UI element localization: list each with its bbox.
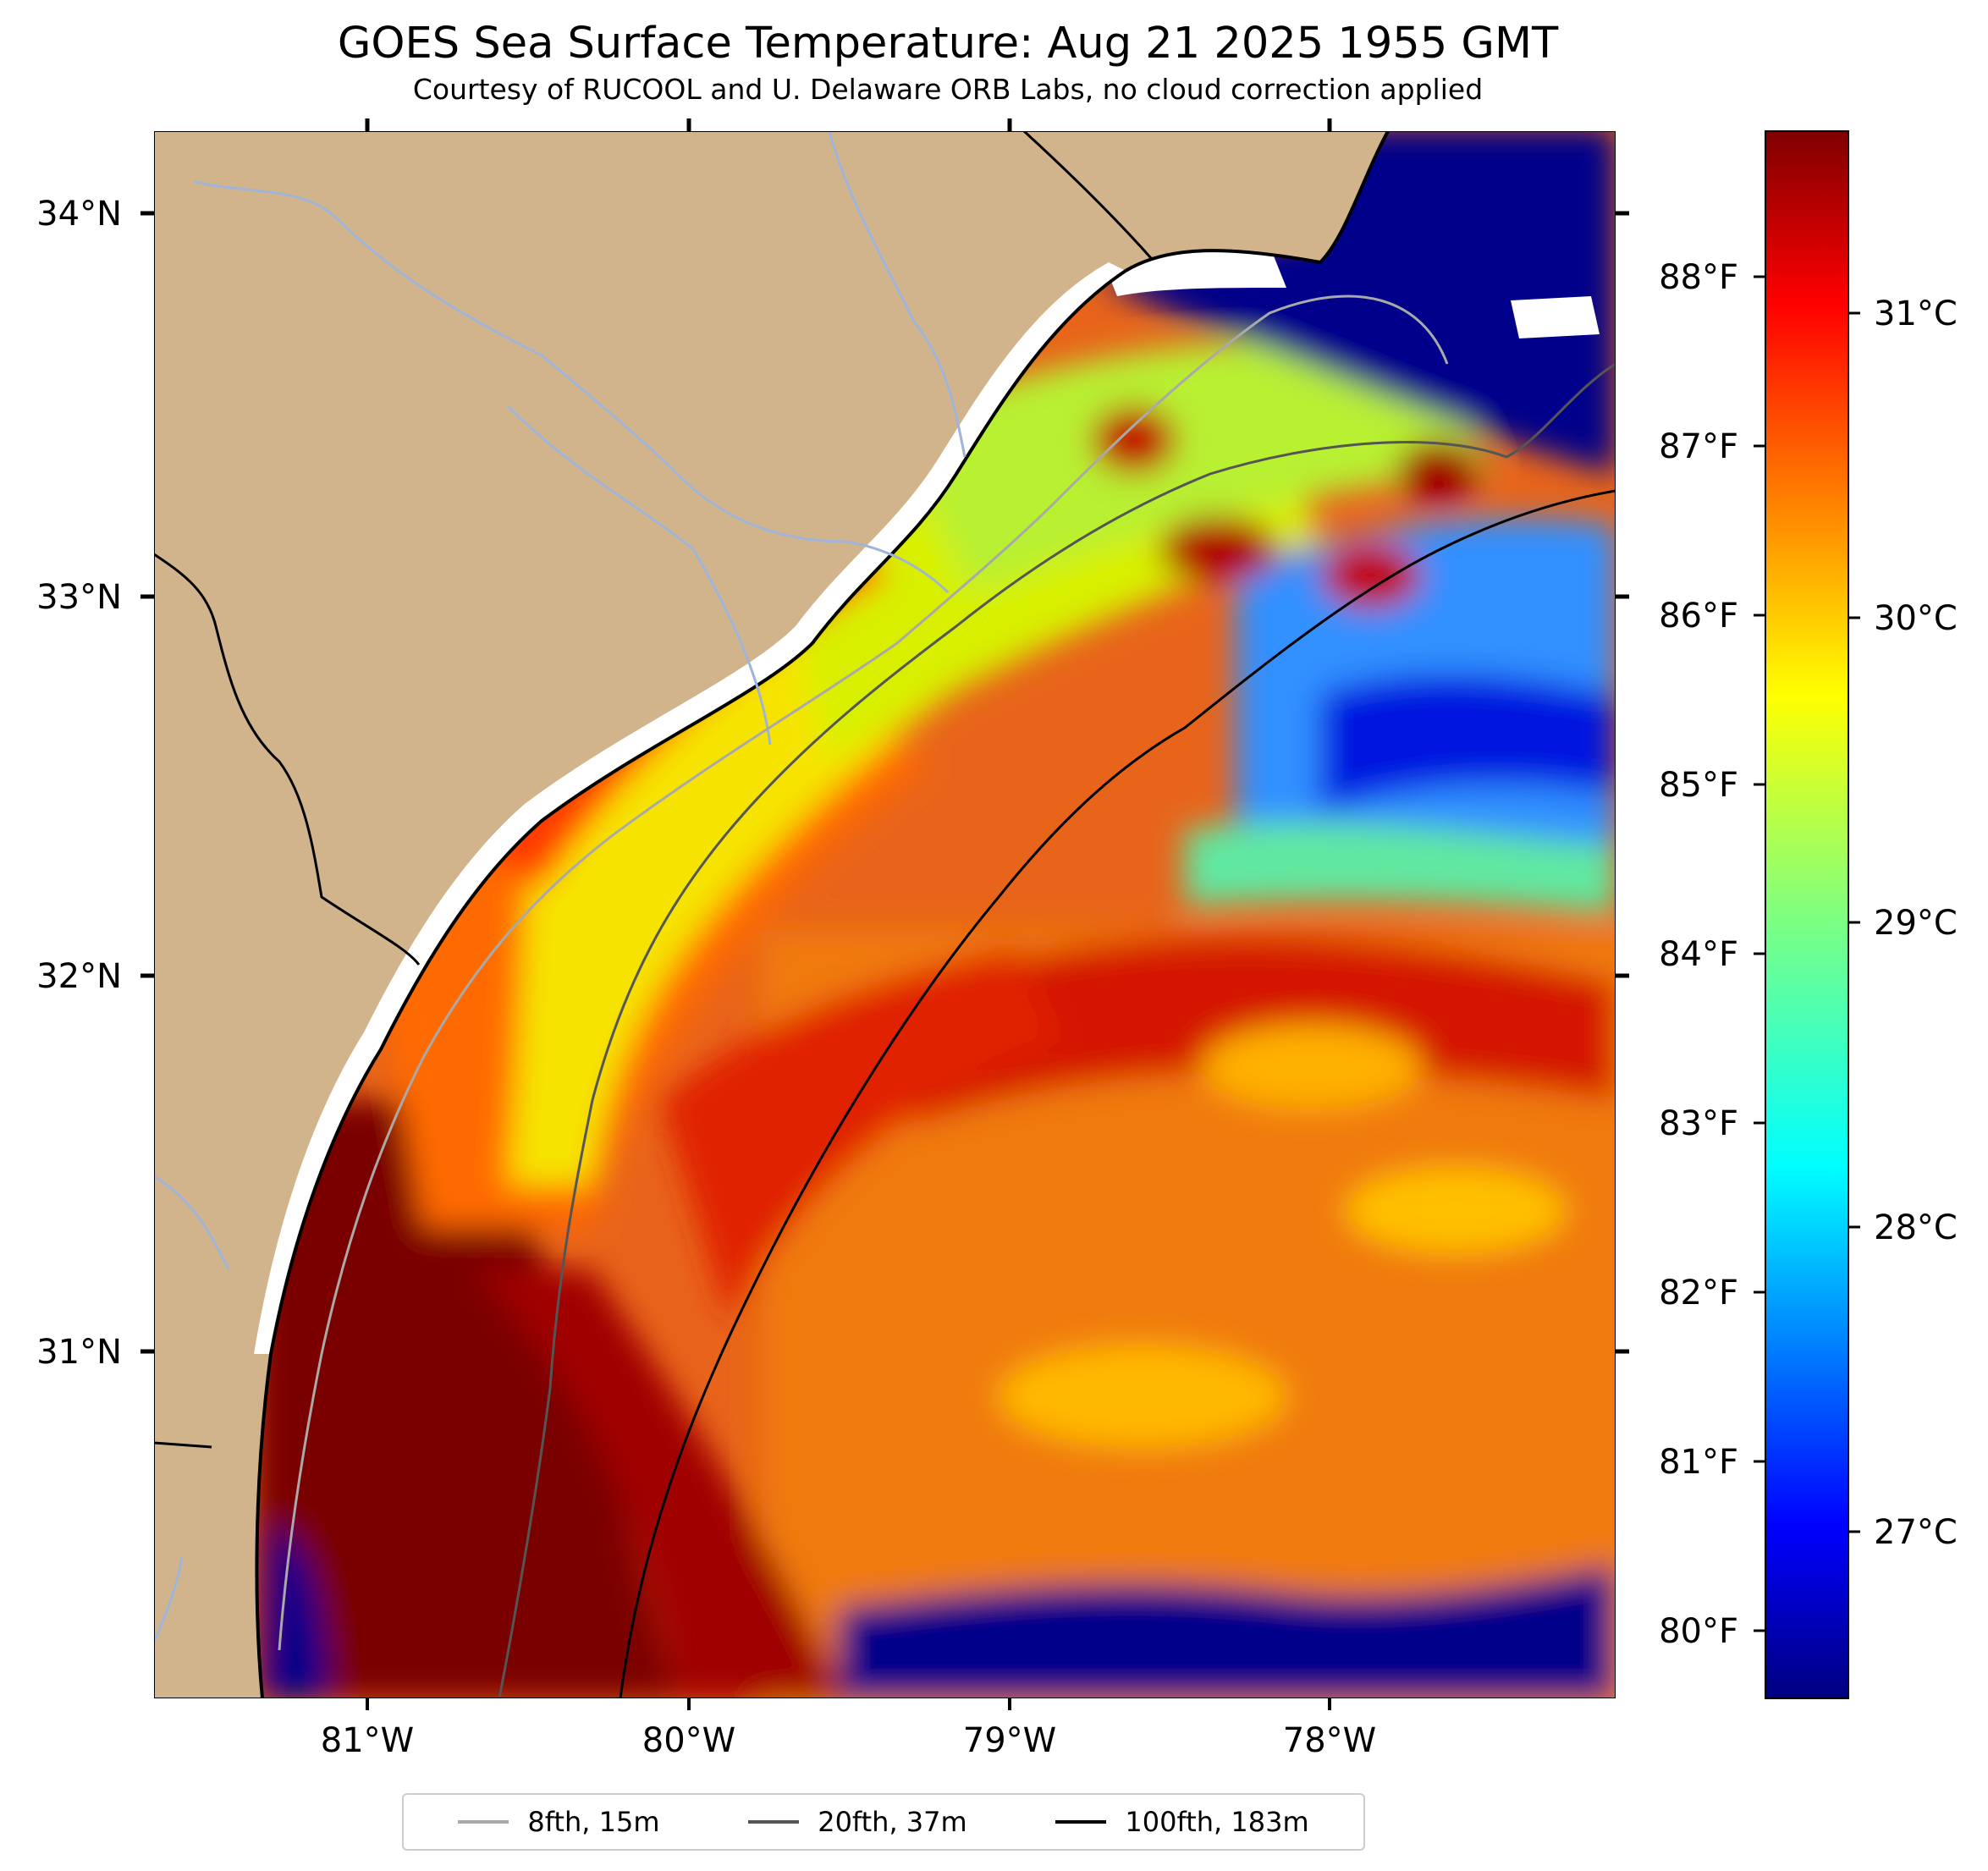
lat-tick-label: 31°N: [36, 1333, 122, 1372]
colorbar-f-label: 82°F: [1659, 1274, 1738, 1312]
lat-axis: 34°N 33°N 32°N 31°N: [36, 195, 1629, 1372]
lon-axis: 81°W 80°W 79°W 78°W: [321, 118, 1376, 1760]
river: [828, 131, 966, 458]
colorbar-f-label: 83°F: [1659, 1104, 1738, 1143]
colorbar-f-label: 88°F: [1659, 258, 1738, 297]
legend-entry-100fth: 100fth, 183m: [1055, 1806, 1309, 1838]
lon-tick-label: 80°W: [642, 1721, 735, 1760]
colorbar-gradient: [1765, 130, 1849, 1699]
colorbar-c-label: 31°C: [1874, 294, 1958, 333]
isobath-100fth: [619, 489, 1616, 1698]
legend-label: 8fth, 15m: [527, 1806, 660, 1838]
colorbar-f-label: 84°F: [1659, 935, 1738, 974]
isobath-8fth: [278, 294, 1449, 1651]
lat-tick-label: 34°N: [36, 195, 122, 234]
isobath-20fth: [498, 362, 1616, 1698]
colorbar: 80°F 81°F 82°F 83°F 84°F 85°F 86°F 87°F …: [1659, 130, 1958, 1699]
isobath-legend: 8fth, 15m 20fth, 37m 100fth, 183m: [402, 1793, 1365, 1851]
state-border: [154, 1441, 212, 1449]
lon-tick-label: 79°W: [963, 1721, 1056, 1760]
legend-swatch: [1055, 1820, 1107, 1824]
colorbar-f-label: 81°F: [1659, 1443, 1738, 1482]
legend-swatch: [748, 1820, 800, 1824]
lon-tick-label: 78°W: [1283, 1721, 1376, 1760]
colorbar-f-label: 86°F: [1659, 597, 1738, 636]
river: [154, 1556, 184, 1643]
lat-tick-label: 32°N: [36, 957, 122, 996]
lat-tick-label: 33°N: [36, 578, 122, 617]
colorbar-f-label: 80°F: [1659, 1612, 1738, 1651]
cloud-mask-area: [1511, 296, 1600, 338]
river: [506, 404, 772, 746]
coastline: [255, 269, 1127, 1698]
land-area: [154, 131, 1388, 1698]
state-border: [1022, 131, 1153, 259]
legend-entry-20fth: 20fth, 37m: [748, 1806, 967, 1838]
colorbar-c-label: 30°C: [1874, 599, 1958, 638]
colorbar-f-label: 87°F: [1659, 427, 1738, 466]
lon-tick-label: 81°W: [321, 1721, 414, 1760]
legend-label: 20fth, 37m: [818, 1806, 967, 1838]
colorbar-c-label: 28°C: [1874, 1208, 1958, 1247]
legend-swatch: [458, 1820, 509, 1824]
map-title: GOES Sea Surface Temperature: Aug 21 202…: [337, 19, 1559, 69]
river: [154, 1175, 230, 1270]
coastline: [1124, 131, 1390, 272]
colorbar-c-label: 27°C: [1874, 1513, 1958, 1552]
legend-entry-8fth: 8fth, 15m: [458, 1806, 659, 1838]
legend-label: 100fth, 183m: [1125, 1806, 1309, 1838]
colorbar-celsius-ticks: 27°C 28°C 29°C 30°C 31°C: [1848, 294, 1958, 1552]
river: [194, 180, 950, 594]
colorbar-fahrenheit-ticks: 80°F 81°F 82°F 83°F 84°F 85°F 86°F 87°F …: [1659, 258, 1765, 1651]
map-panel: [154, 131, 1616, 1698]
state-border: [154, 553, 421, 966]
colorbar-c-label: 29°C: [1874, 904, 1958, 943]
map-subtitle: Courtesy of RUCOOL and U. Delaware ORB L…: [412, 73, 1484, 106]
colorbar-f-label: 85°F: [1659, 766, 1738, 805]
